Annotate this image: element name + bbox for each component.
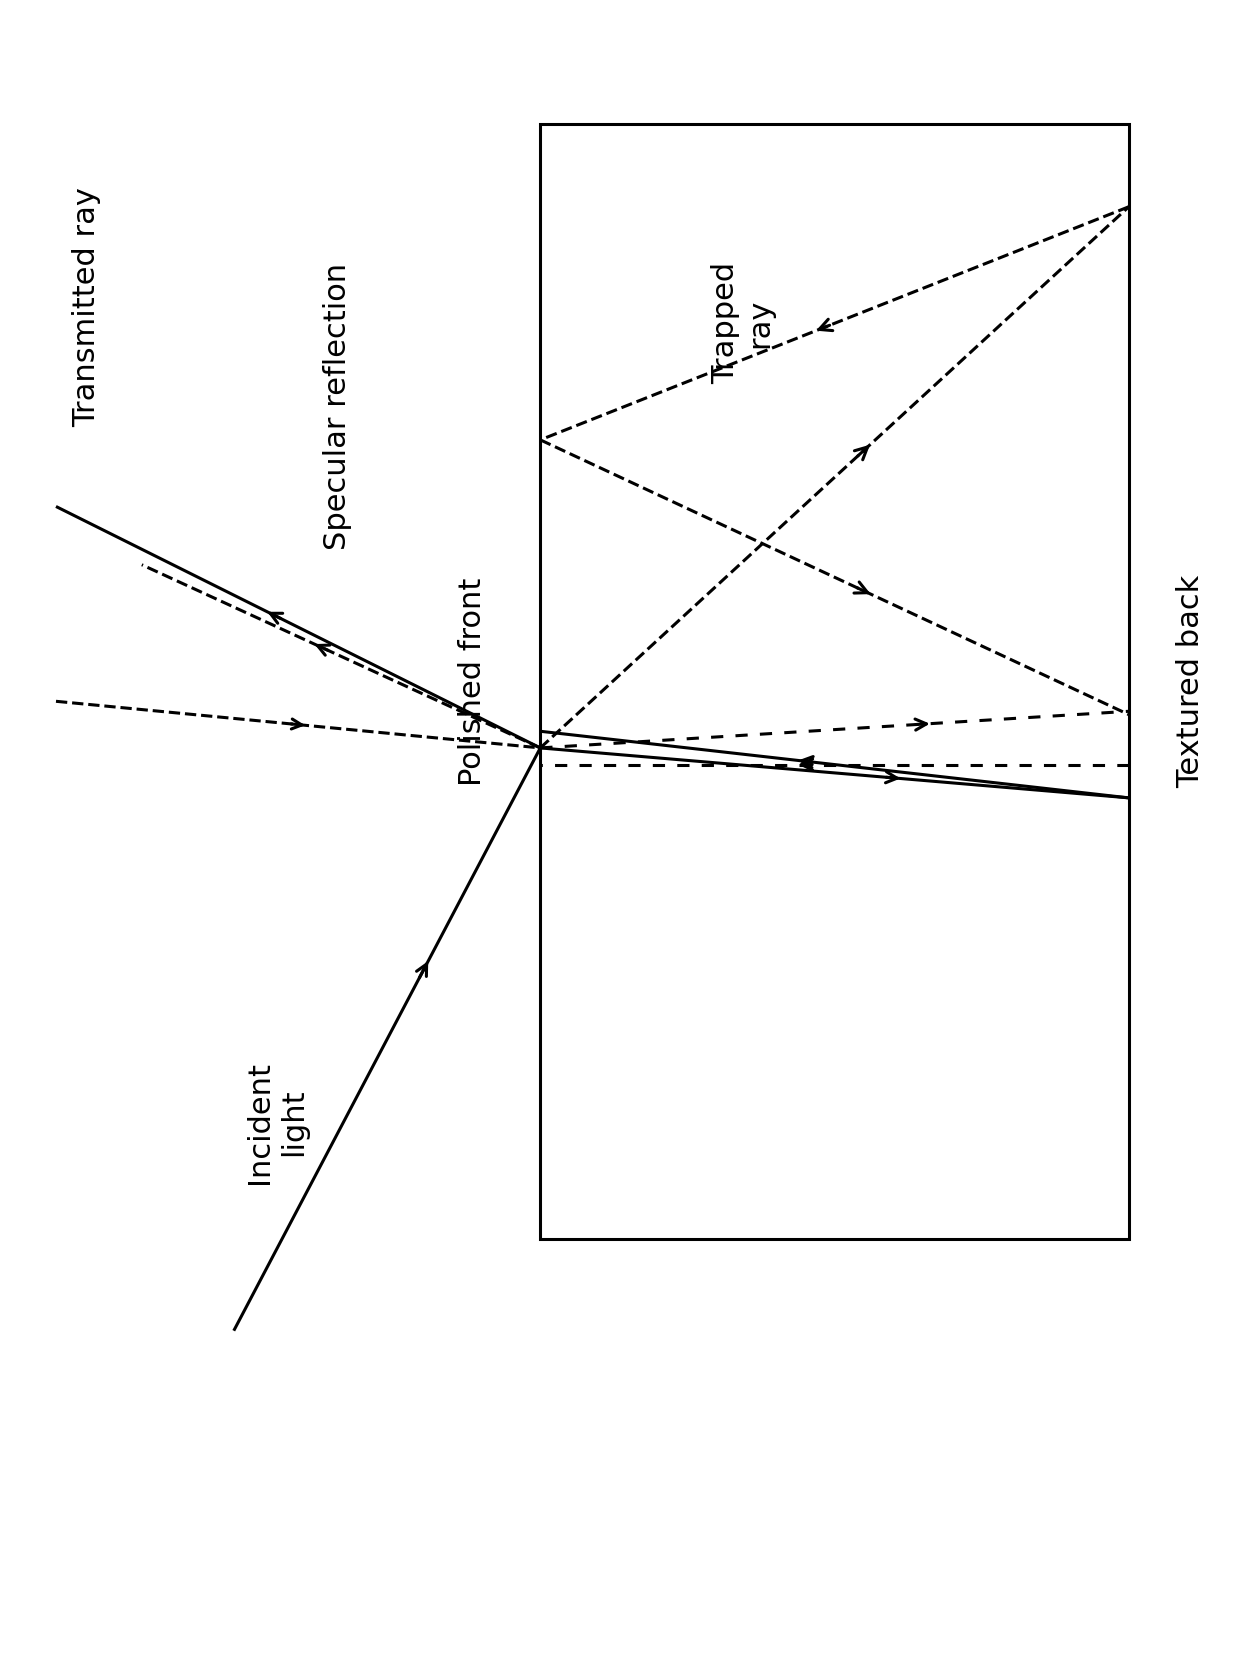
Text: Transmitted ray: Transmitted ray: [72, 186, 102, 426]
Text: Incident
light: Incident light: [246, 1061, 308, 1184]
Text: Textured back: Textured back: [1176, 574, 1204, 787]
Bar: [541, 124, 1128, 1239]
Text: Specular reflection: Specular reflection: [324, 264, 352, 551]
Text: Polished front: Polished front: [459, 578, 487, 786]
Text: Trapped
ray: Trapped ray: [712, 262, 774, 384]
